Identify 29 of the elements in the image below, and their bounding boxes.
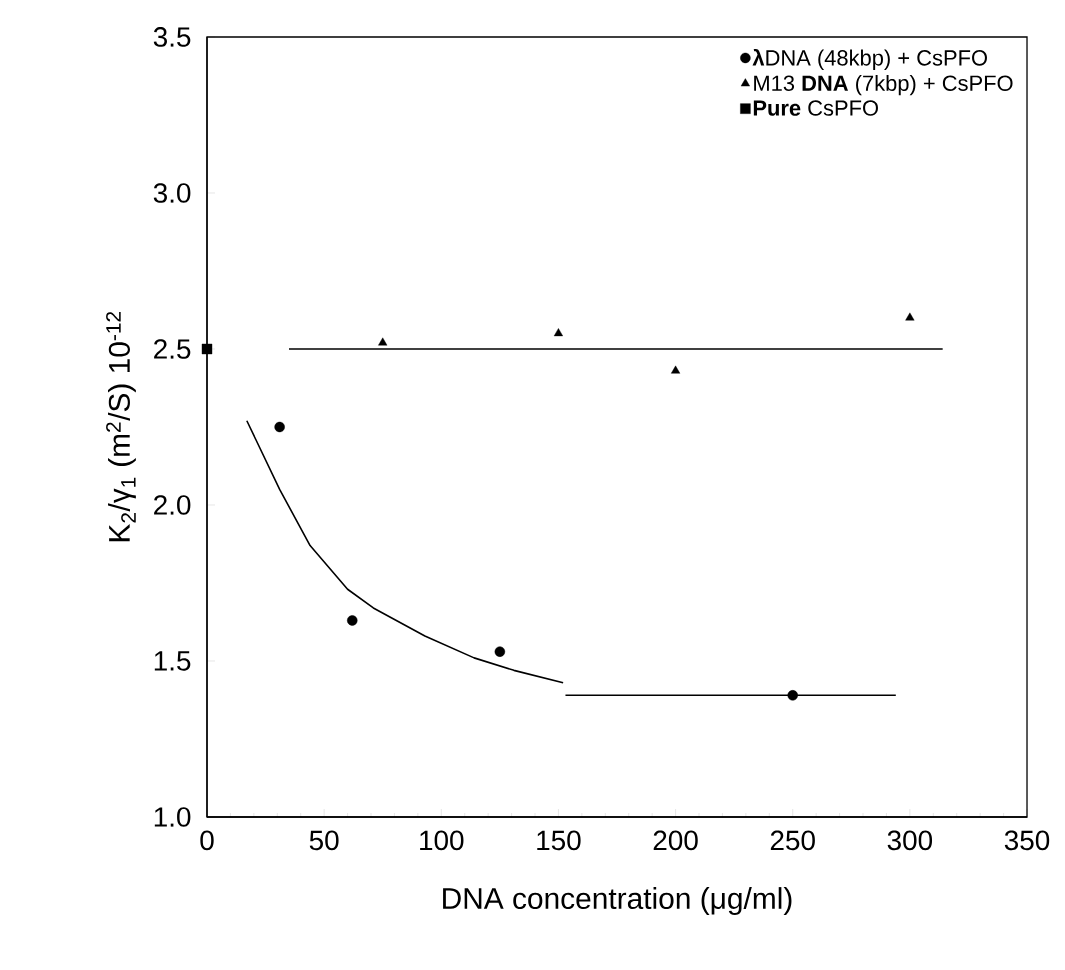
x-axis-title: DNA concentration (μg/ml) bbox=[443, 887, 792, 915]
y-tick-label: 3.5 bbox=[153, 27, 191, 47]
line-series bbox=[246, 419, 564, 684]
y-tick-label: 3.0 bbox=[153, 183, 191, 203]
y-tick-label: 1.0 bbox=[154, 807, 191, 827]
point bbox=[274, 421, 285, 433]
point bbox=[378, 337, 388, 346]
point bbox=[671, 365, 681, 374]
legend-label: Pure CsPFO bbox=[753, 100, 878, 116]
legend-label: M13 DNA (7kbp) + CsPFO bbox=[754, 74, 1013, 96]
point bbox=[787, 690, 798, 701]
point bbox=[347, 615, 358, 626]
x-tick-label: 150 bbox=[537, 830, 581, 851]
x-tick-label: 0 bbox=[200, 830, 214, 851]
x-tick-label: 100 bbox=[420, 830, 464, 851]
point bbox=[905, 312, 915, 321]
y-tick-label: 2.5 bbox=[154, 339, 191, 359]
x-tick-label: 300 bbox=[887, 830, 933, 851]
x-tick-label: 200 bbox=[653, 830, 698, 851]
x-tick-label: 250 bbox=[770, 830, 815, 851]
y-tick-label: 1.5 bbox=[154, 651, 191, 671]
y-tick-label: 2.0 bbox=[154, 495, 191, 515]
point bbox=[494, 646, 506, 657]
x-tick-label: 350 bbox=[1004, 830, 1050, 851]
x-tick-label: 50 bbox=[309, 830, 339, 851]
legend-label: λDNA (48kbp) + CsPFO bbox=[752, 48, 987, 70]
point bbox=[201, 343, 213, 355]
y-axis-title: K$_{2}$/γ$_{1}$ (m$^{2}$/S) 10$^{-12}$ bbox=[106, 311, 136, 542]
point bbox=[553, 328, 563, 337]
